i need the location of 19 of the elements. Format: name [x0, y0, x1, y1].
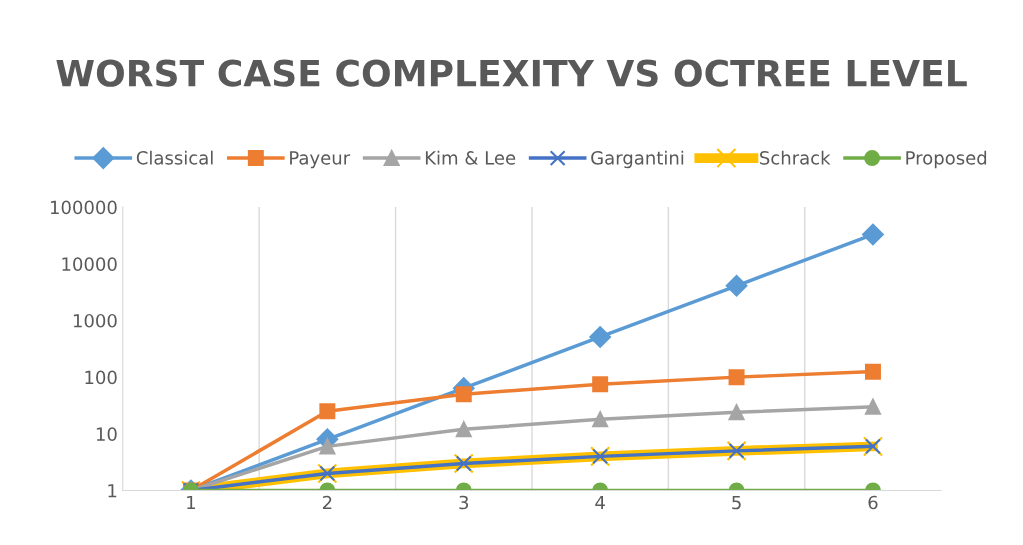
legend-label: Schrack	[760, 150, 831, 165]
chart-title: WORST CASE COMPLEXITY VS OCTREE LEVEL	[56, 59, 967, 87]
x-tick-label: 5	[732, 495, 741, 510]
legend-label: Payeur	[290, 151, 351, 169]
x-tick-label: 1	[187, 495, 196, 510]
legend-label: Proposed	[906, 150, 987, 169]
y-tick-label: 100000	[50, 200, 117, 215]
y-tick-label: 1000	[73, 313, 117, 328]
legend-label: Gargantini	[591, 150, 684, 169]
y-tick-label: 10000	[62, 257, 117, 271]
legend-label: Kim & Lee	[425, 150, 516, 165]
x-tick-label: 6	[868, 495, 878, 510]
x-tick-label: 3	[459, 495, 469, 510]
legend-label: Classical	[136, 150, 213, 165]
y-tick-label: 100	[85, 370, 117, 385]
y-tick-label: 1	[108, 484, 117, 498]
x-tick-label: 4	[595, 495, 605, 510]
x-tick-label: 2	[322, 495, 332, 510]
y-tick-label: 10	[96, 427, 117, 441]
